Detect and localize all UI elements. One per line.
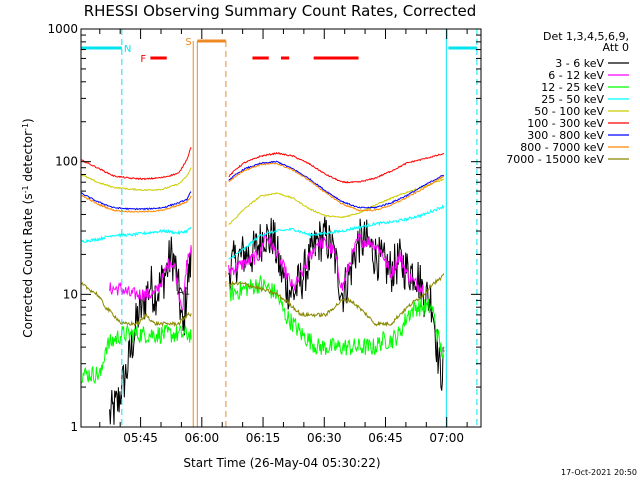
series-line-1-0 [109, 244, 192, 311]
timestamp: 17-Oct-2021 20:50 [561, 468, 637, 477]
series-line-4-0 [80, 167, 192, 192]
legend-label-7: 800 - 7000 keV [520, 141, 604, 154]
series-line-8-0 [80, 282, 192, 328]
y-tick-label-3: 1000 [47, 22, 78, 36]
series-line-7-0 [80, 195, 192, 213]
legend-label-0: 3 - 6 keV [555, 57, 604, 70]
legend-label-6: 300 - 800 keV [527, 129, 604, 142]
series-line-3-1 [228, 204, 445, 260]
y-tick-label-2: 100 [55, 155, 78, 169]
y-tick-label-1: 10 [63, 287, 78, 301]
legend-header-line2: Att 0 [603, 41, 629, 54]
series-line-1-1 [228, 232, 424, 296]
legend-label-5: 100 - 300 keV [527, 117, 604, 130]
series-5 [80, 146, 445, 184]
y-axis: 1 10 100 1000 [47, 22, 481, 434]
legend-label-8: 7000 - 15000 keV [506, 153, 604, 166]
series-line-5-0 [80, 146, 192, 181]
plot-frame [80, 28, 482, 428]
saa-label: S [185, 37, 191, 48]
chart-title: RHESSI Observing Summary Count Rates, Co… [84, 2, 477, 20]
series-line-2-1 [228, 274, 445, 359]
x-axis: 05:45 06:00 06:15 06:30 06:45 07:00 [99, 29, 468, 445]
legend-label-3: 25 - 50 keV [541, 93, 604, 106]
series-line-4-1 [228, 178, 445, 225]
series-line-7-1 [228, 162, 445, 212]
x-tick-label-5: 07:00 [429, 431, 464, 445]
legend-header-line1: Det 1,3,4,5,6,9, [543, 30, 629, 43]
legend-label-1: 6 - 12 keV [548, 69, 604, 82]
flare-label: F [140, 54, 146, 65]
x-tick-label-3: 06:30 [307, 431, 342, 445]
attenuator-marker-0: A1 [177, 286, 190, 297]
x-tick-label-2: 06:15 [246, 431, 281, 445]
series-line-6-0 [80, 191, 192, 211]
series-line-2-0 [80, 323, 192, 385]
plot-area: NF S A1 [80, 29, 478, 427]
series-4 [80, 167, 445, 225]
series-3 [80, 204, 445, 260]
x-tick-label-0: 05:45 [123, 431, 158, 445]
legend-label-2: 12 - 25 keV [541, 81, 604, 94]
series-6 [80, 160, 444, 211]
series-0 [109, 216, 445, 425]
series-1 [109, 232, 424, 311]
x-tick-label-4: 06:45 [368, 431, 403, 445]
y-axis-label: Corrected Count Rate (s-1 detector-1) [21, 118, 35, 337]
night-label: N [124, 44, 131, 55]
x-tick-label-1: 06:00 [185, 431, 220, 445]
series-2 [80, 274, 445, 385]
series-line-3-0 [80, 226, 192, 243]
series-line-5-1 [228, 151, 445, 184]
series-line-6-1 [228, 160, 444, 210]
series-line-0-1 [228, 216, 445, 391]
series-7 [80, 162, 445, 213]
x-axis-label: Start Time (26-May-04 05:30:22) [183, 456, 380, 470]
series-line-8-1 [228, 273, 445, 327]
series-8 [80, 273, 445, 328]
legend-label-4: 50 - 100 keV [534, 105, 604, 118]
y-tick-label-0: 1 [70, 420, 78, 434]
